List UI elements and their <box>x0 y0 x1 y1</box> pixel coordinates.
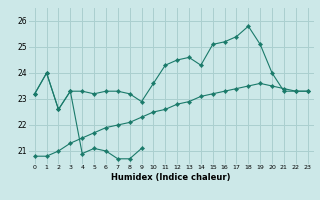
X-axis label: Humidex (Indice chaleur): Humidex (Indice chaleur) <box>111 173 231 182</box>
